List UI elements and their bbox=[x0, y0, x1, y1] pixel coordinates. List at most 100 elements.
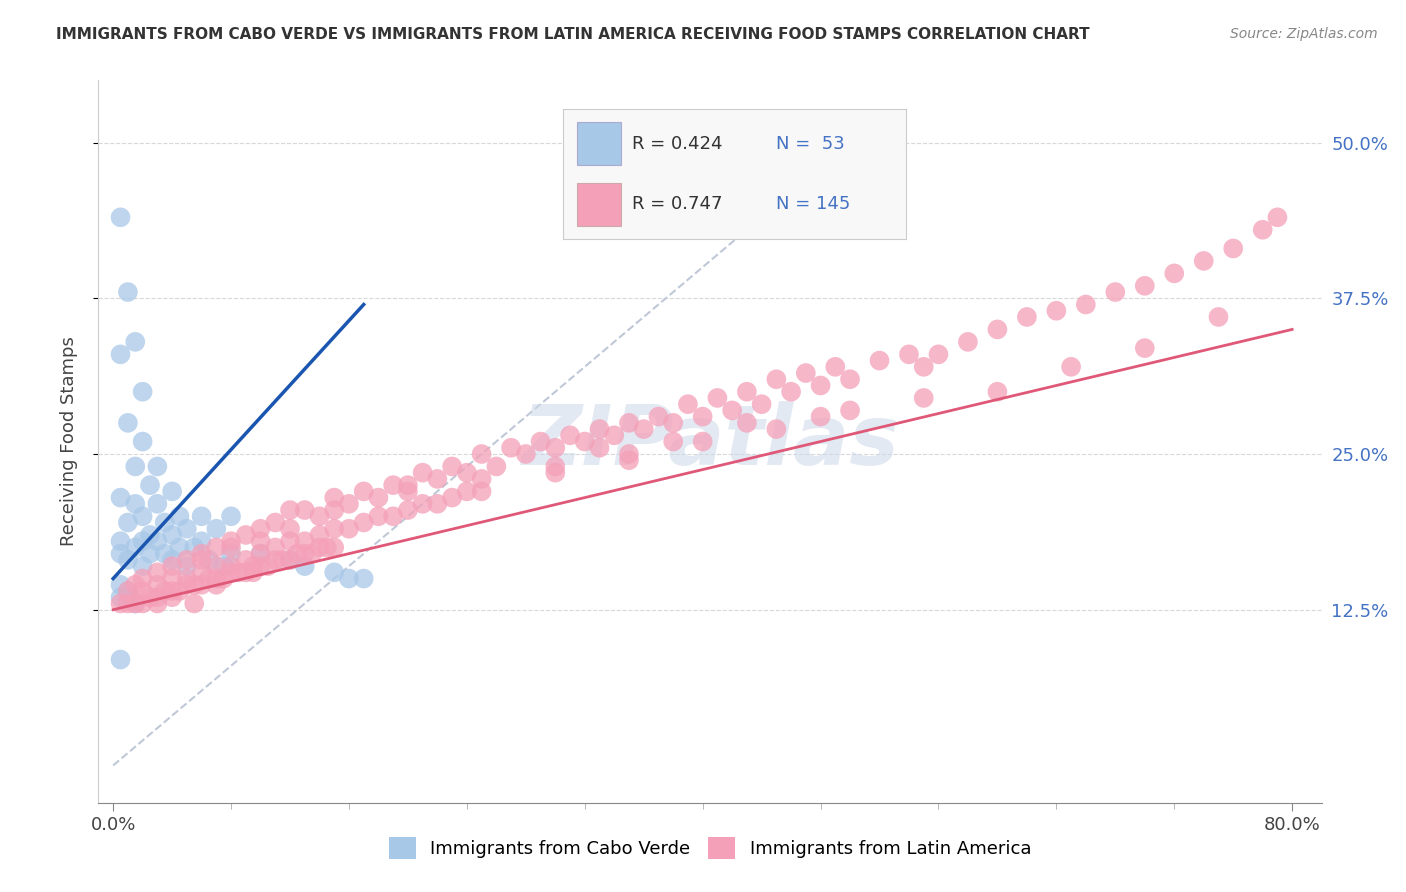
Point bbox=[205, 522, 228, 536]
Point bbox=[264, 553, 287, 567]
Point bbox=[1045, 303, 1067, 318]
Point bbox=[160, 584, 183, 599]
Point bbox=[824, 359, 846, 374]
Point bbox=[146, 497, 169, 511]
Point bbox=[544, 466, 567, 480]
Point bbox=[205, 572, 228, 586]
Point bbox=[110, 347, 132, 361]
Point bbox=[323, 503, 346, 517]
Point bbox=[153, 584, 176, 599]
Point bbox=[124, 459, 146, 474]
Point bbox=[124, 541, 146, 555]
Point bbox=[1133, 278, 1156, 293]
Point bbox=[219, 534, 242, 549]
Point bbox=[765, 372, 787, 386]
Point bbox=[515, 447, 537, 461]
Point bbox=[617, 447, 640, 461]
Point bbox=[278, 553, 301, 567]
Point bbox=[131, 597, 153, 611]
Point bbox=[190, 553, 212, 567]
Point bbox=[176, 553, 198, 567]
Point bbox=[219, 566, 242, 580]
Point bbox=[219, 559, 242, 574]
Point bbox=[471, 472, 494, 486]
Point bbox=[146, 591, 169, 605]
Point bbox=[1267, 211, 1289, 225]
Point bbox=[617, 416, 640, 430]
Point bbox=[124, 497, 146, 511]
Point bbox=[242, 559, 264, 574]
Point bbox=[117, 553, 139, 567]
Point bbox=[706, 391, 728, 405]
Point bbox=[456, 484, 478, 499]
Point bbox=[249, 534, 271, 549]
Point bbox=[198, 553, 221, 567]
Point bbox=[160, 572, 183, 586]
Point bbox=[544, 459, 567, 474]
Point bbox=[264, 516, 287, 530]
Point bbox=[146, 459, 169, 474]
Point bbox=[647, 409, 669, 424]
Point bbox=[169, 509, 191, 524]
Point bbox=[205, 559, 228, 574]
Point bbox=[294, 534, 316, 549]
Point bbox=[124, 334, 146, 349]
Point bbox=[176, 559, 198, 574]
Point bbox=[839, 403, 862, 417]
Point bbox=[242, 566, 264, 580]
Point bbox=[110, 534, 132, 549]
Point bbox=[219, 541, 242, 555]
Point bbox=[110, 591, 132, 605]
Point bbox=[190, 547, 212, 561]
Point bbox=[190, 509, 212, 524]
Point bbox=[271, 553, 294, 567]
Point bbox=[1015, 310, 1038, 324]
Point bbox=[676, 397, 699, 411]
Point bbox=[810, 409, 832, 424]
Point bbox=[278, 522, 301, 536]
Point bbox=[323, 566, 346, 580]
Point bbox=[986, 322, 1008, 336]
Point bbox=[633, 422, 655, 436]
Point bbox=[169, 584, 191, 599]
Point bbox=[264, 541, 287, 555]
Point bbox=[1074, 297, 1097, 311]
Point bbox=[315, 541, 337, 555]
Point bbox=[367, 509, 389, 524]
Point bbox=[396, 484, 419, 499]
Point bbox=[235, 528, 257, 542]
Point bbox=[337, 497, 360, 511]
Point bbox=[169, 541, 191, 555]
Point bbox=[1104, 285, 1126, 299]
Point bbox=[160, 553, 183, 567]
Point bbox=[160, 528, 183, 542]
Point bbox=[176, 572, 198, 586]
Point bbox=[198, 572, 221, 586]
Point bbox=[1133, 341, 1156, 355]
Point bbox=[110, 578, 132, 592]
Point bbox=[426, 497, 449, 511]
Point bbox=[294, 547, 316, 561]
Point bbox=[278, 553, 301, 567]
Point bbox=[249, 559, 271, 574]
Point bbox=[190, 566, 212, 580]
Point bbox=[110, 547, 132, 561]
Point bbox=[367, 491, 389, 505]
Legend: Immigrants from Cabo Verde, Immigrants from Latin America: Immigrants from Cabo Verde, Immigrants f… bbox=[381, 830, 1039, 866]
Point bbox=[412, 466, 434, 480]
Point bbox=[117, 591, 139, 605]
Point bbox=[117, 584, 139, 599]
Point bbox=[1163, 266, 1185, 280]
Point bbox=[117, 416, 139, 430]
Point bbox=[212, 559, 235, 574]
Point bbox=[765, 422, 787, 436]
Point bbox=[485, 459, 508, 474]
Point bbox=[456, 466, 478, 480]
Point bbox=[1208, 310, 1230, 324]
Point bbox=[190, 534, 212, 549]
Point bbox=[544, 441, 567, 455]
Point bbox=[441, 491, 464, 505]
Point bbox=[287, 547, 309, 561]
Point bbox=[139, 478, 162, 492]
Point bbox=[301, 547, 323, 561]
